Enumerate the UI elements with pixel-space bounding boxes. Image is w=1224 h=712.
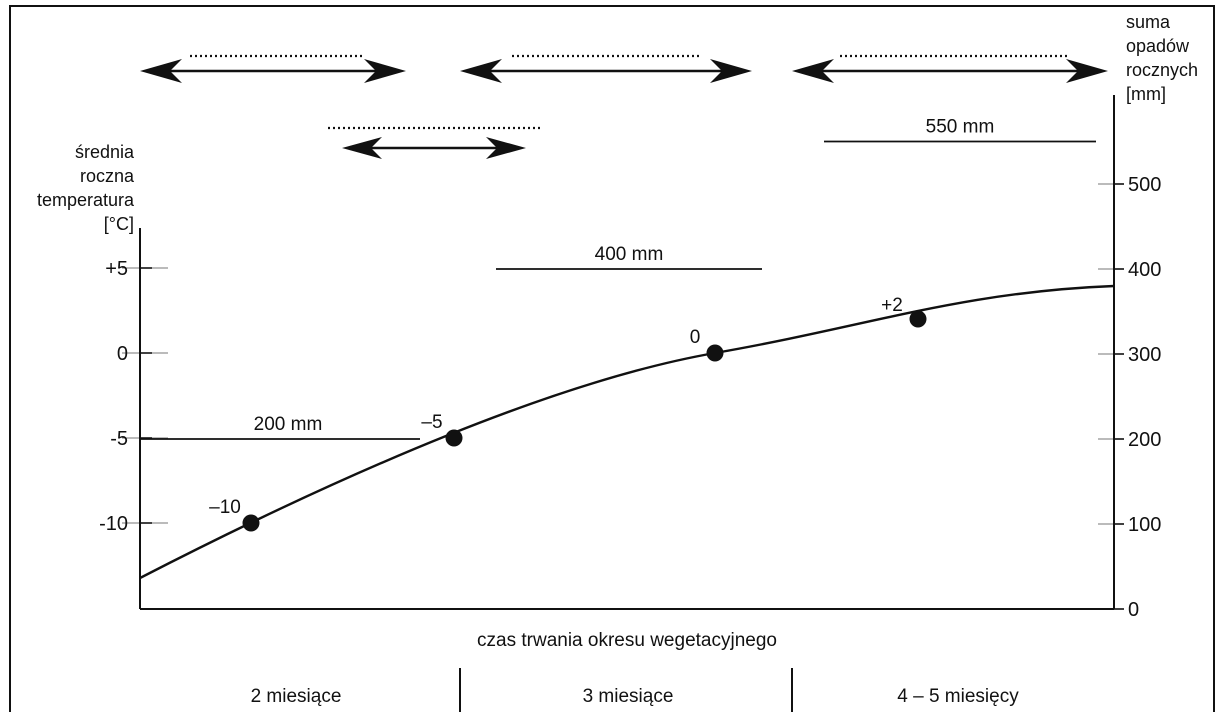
- right-tick-label-500: 500: [1128, 174, 1161, 196]
- right-tick-label-300: 300: [1128, 344, 1161, 366]
- left-axis-title-line: [°C]: [104, 214, 134, 234]
- arrow-head-left-icon: [342, 137, 382, 159]
- left-axis-title-line: średnia: [75, 142, 135, 162]
- right-tick-label-200: 200: [1128, 429, 1161, 451]
- temperature-point-label-2: +2: [881, 295, 903, 316]
- temperature-point-5: [445, 429, 463, 447]
- precipitation-lines: 200 mm 400 mm 550 mm: [140, 117, 1096, 440]
- temperature-point-0: [706, 344, 724, 362]
- period-3-months: 3 miesiące: [583, 686, 674, 707]
- arrow-head-right-icon: [710, 59, 752, 83]
- top-arrows: [140, 54, 1108, 159]
- x-axis-title: czas trwania okresu wegetacyjnego: [477, 630, 777, 651]
- outer-frame: [9, 5, 1215, 712]
- right-tick-label-400: 400: [1128, 259, 1161, 281]
- left-axis-title-line: temperatura: [37, 190, 135, 210]
- right-axis-title: suma opadów rocznych [mm]: [1126, 12, 1198, 104]
- right-axis-title-line: suma: [1126, 12, 1171, 32]
- left-tick-label-5: +5: [105, 258, 128, 280]
- left-axis-title-line: roczna: [80, 166, 135, 186]
- right-axis-title-line: [mm]: [1126, 84, 1166, 104]
- left-tick-label-0: 0: [117, 343, 128, 365]
- arrow-head-left-icon: [460, 59, 502, 83]
- precip-label-400: 400 mm: [595, 244, 664, 265]
- arrow-head-right-icon: [364, 59, 406, 83]
- arrow-head-left-icon: [792, 59, 834, 83]
- arrow-head-left-icon: [140, 59, 182, 83]
- period-4-5-months: 4 – 5 miesięcy: [897, 686, 1019, 707]
- left-axis-title: średnia roczna temperatura [°C]: [37, 142, 135, 234]
- temperature-point-10: [242, 514, 260, 532]
- temperature-point-label-10: –10: [209, 497, 241, 518]
- precip-label-200: 200 mm: [254, 414, 323, 435]
- arrow-head-right-icon: [486, 137, 526, 159]
- gridlines: [122, 183, 1114, 525]
- right-axis-ticks: 0 100 200 300 400 500: [1114, 174, 1161, 621]
- left-tick-label-5: -5: [110, 428, 128, 450]
- temperature-point-label-5: –5: [421, 412, 442, 433]
- left-axis-ticks: +5 0 -5 -10: [99, 258, 152, 535]
- period-2-months: 2 miesiące: [251, 686, 342, 707]
- temperature-point-label-0: 0: [690, 327, 701, 348]
- temperature-curve: [140, 284, 1114, 580]
- right-axis-title-line: opadów: [1126, 36, 1190, 56]
- right-tick-label-100: 100: [1128, 514, 1161, 536]
- right-tick-label-0: 0: [1128, 599, 1139, 621]
- right-axis-title-line: rocznych: [1126, 60, 1198, 80]
- temperature-point-2: [909, 310, 927, 328]
- left-tick-label-10: -10: [99, 513, 128, 535]
- temperature-points: –10 –5 0 +2: [209, 295, 927, 532]
- precip-label-550: 550 mm: [926, 117, 995, 138]
- arrow-head-right-icon: [1066, 59, 1108, 83]
